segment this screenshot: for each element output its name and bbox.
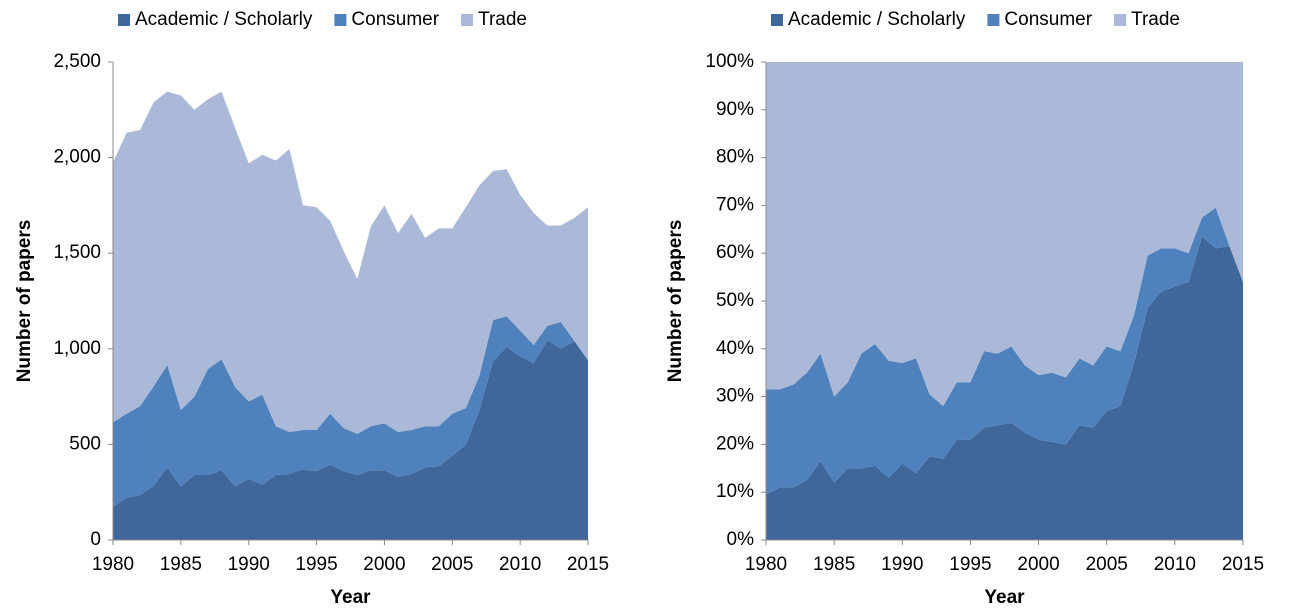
legend-label: Consumer [351,9,439,30]
legend-label: Trade [478,9,527,30]
y-tick-label: 70% [716,194,754,215]
legend-label: Academic / Scholarly [135,9,313,30]
legend-swatch [118,14,130,26]
y-axis-title: Number of papers [14,220,35,383]
y-tick-label: 0% [727,529,755,550]
legend-swatch [334,14,347,26]
x-tick-label: 2005 [1086,554,1128,575]
area [113,91,588,434]
legend-swatch [771,14,783,26]
y-tick-label: 2,500 [53,51,101,72]
x-tick-label: 2015 [1222,554,1264,575]
y-tick-label: 1,500 [53,242,101,263]
y-tick-label: 0 [90,529,101,550]
area [113,340,588,540]
x-tick-label: 2010 [1154,554,1196,575]
x-tick-label: 1990 [228,554,270,575]
x-tick-label: 1995 [949,554,991,575]
legend-label: Trade [1131,9,1180,30]
legend-swatch [461,14,474,26]
x-axis-title: Year [330,587,371,608]
y-tick-label: 60% [716,242,754,263]
x-tick-label: 1980 [92,554,134,575]
x-tick-label: 2010 [499,554,541,575]
y-tick-label: 1,000 [53,338,101,359]
x-tick-label: 1985 [160,554,202,575]
legend-swatch [1114,14,1127,26]
x-tick-label: 1995 [295,554,337,575]
y-tick-label: 50% [716,290,754,311]
area [766,207,1243,495]
y-tick-label: 100% [705,51,754,72]
x-tick-label: 2000 [363,554,405,575]
y-tick-label: 20% [716,433,754,454]
y-tick-label: 40% [716,338,754,359]
y-tick-label: 80% [716,147,754,168]
legend-swatch [987,14,1000,26]
area [113,316,588,507]
y-tick-label: 2,000 [53,147,101,168]
y-axis-title: Number of papers [665,220,686,383]
x-tick-label: 2000 [1017,554,1059,575]
y-tick-label: 10% [716,481,754,502]
legend-label: Consumer [1004,9,1092,30]
area [766,62,1243,407]
y-tick-label: 30% [716,386,754,407]
x-tick-label: 2015 [567,554,609,575]
y-tick-label: 500 [69,433,101,454]
y-tick-label: 90% [716,99,754,120]
x-axis-title: Year [984,587,1025,608]
x-tick-label: 2005 [431,554,473,575]
legend-label: Academic / Scholarly [788,9,966,30]
x-tick-label: 1985 [813,554,855,575]
x-tick-label: 1980 [745,554,787,575]
x-tick-label: 1990 [881,554,923,575]
area [766,236,1243,540]
